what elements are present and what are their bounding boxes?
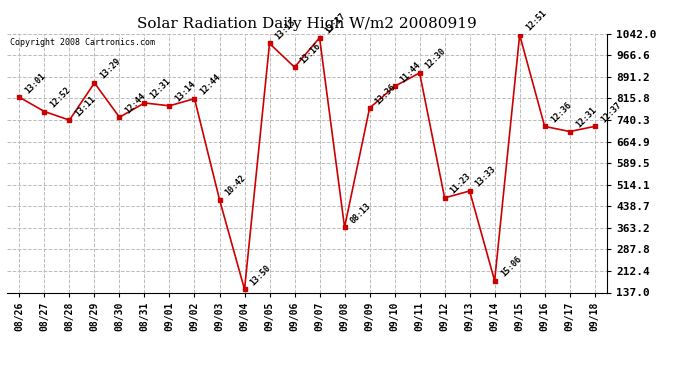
Text: 12:52: 12:52 [48,85,72,109]
Text: 13:50: 13:50 [248,263,273,287]
Text: 08:13: 08:13 [348,201,373,225]
Text: 13:36: 13:36 [374,82,398,106]
Text: 10:42: 10:42 [224,173,248,197]
Text: 13:15: 13:15 [274,17,298,41]
Text: 13:17: 13:17 [324,12,348,36]
Text: 12:31: 12:31 [574,105,598,129]
Title: Solar Radiation Daily High W/m2 20080919: Solar Radiation Daily High W/m2 20080919 [137,17,477,31]
Text: 12:37: 12:37 [599,100,623,124]
Text: 12:31: 12:31 [148,77,172,101]
Text: 13:01: 13:01 [23,71,48,95]
Text: 13:29: 13:29 [99,57,123,81]
Text: Copyright 2008 Cartronics.com: Copyright 2008 Cartronics.com [10,38,155,46]
Text: 11:23: 11:23 [448,172,473,196]
Text: 12:30: 12:30 [424,47,448,71]
Text: 13:11: 13:11 [74,94,98,118]
Text: 13:14: 13:14 [174,80,198,104]
Text: 12:51: 12:51 [524,9,548,33]
Text: 12:44: 12:44 [124,91,148,115]
Text: 13:16: 13:16 [299,41,323,65]
Text: 15:06: 15:06 [499,255,523,279]
Text: 13:33: 13:33 [474,165,498,189]
Text: 11:44: 11:44 [399,60,423,84]
Text: 12:44: 12:44 [199,72,223,96]
Text: 12:36: 12:36 [549,100,573,124]
